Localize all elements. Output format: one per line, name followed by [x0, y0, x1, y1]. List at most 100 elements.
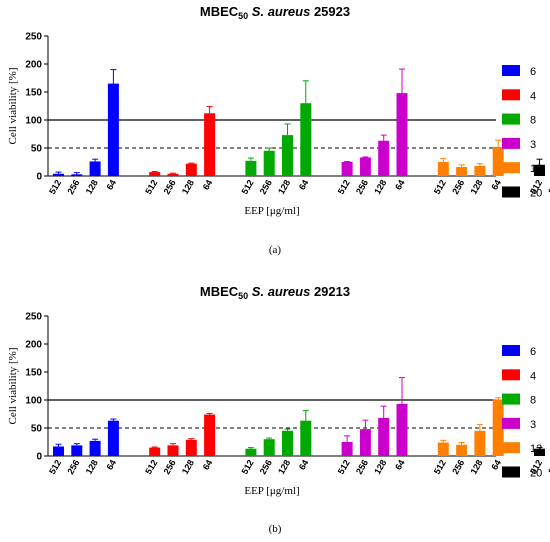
- x-tick-label: 256: [450, 458, 466, 476]
- title-species: S. aureus: [248, 284, 310, 299]
- bar-4-512: [149, 447, 161, 456]
- bar-12-256: [456, 167, 468, 176]
- chart-panel-a: MBEC50 S. aureus 25923050100150200250Cel…: [7, 4, 550, 256]
- bar-12-64: [492, 146, 504, 176]
- bar-6-64: [107, 83, 119, 176]
- title-subscript: 50: [238, 291, 248, 301]
- legend-swatch-12: [502, 442, 520, 454]
- bar-3-512: [341, 442, 353, 456]
- bar-4-256: [167, 173, 179, 176]
- x-tick-label: 128: [180, 458, 196, 476]
- legend-label-20: 20: [530, 188, 542, 200]
- y-tick-label: 200: [25, 340, 42, 351]
- bar-3-64: [396, 93, 408, 176]
- legend-swatch-4: [502, 89, 520, 101]
- x-axis-label: EEP [μg/ml]: [244, 485, 299, 497]
- x-tick-label: 64: [489, 458, 503, 472]
- legend-swatch-6: [502, 345, 520, 356]
- bar-4-512: [149, 172, 161, 176]
- x-tick-label: 512: [239, 178, 255, 196]
- x-tick-label: 512: [432, 178, 448, 196]
- x-tick-label: 64: [104, 178, 118, 192]
- bar-20-512: [534, 164, 545, 176]
- bar-4-64: [204, 113, 216, 176]
- bar-12-128: [474, 165, 486, 176]
- x-tick-label: 256: [258, 178, 274, 196]
- x-tick-label: 256: [162, 458, 178, 476]
- bar-3-256: [359, 157, 371, 176]
- x-tick-label: 128: [276, 458, 292, 476]
- legend-label-4: 4: [530, 90, 536, 102]
- y-tick-label: 50: [31, 144, 43, 155]
- x-tick-label: 64: [297, 458, 311, 472]
- legend-label-3: 3: [530, 139, 536, 151]
- legend-swatch-3: [502, 417, 520, 429]
- y-tick-label: 200: [25, 60, 42, 71]
- x-tick-label: 256: [546, 458, 550, 476]
- y-tick-label: 0: [36, 172, 42, 183]
- bar-4-128: [185, 163, 197, 176]
- y-tick-label: 0: [36, 452, 42, 463]
- bar-3-128: [378, 140, 390, 176]
- legend-label-8: 8: [530, 115, 536, 127]
- x-tick-label: 128: [468, 178, 484, 196]
- bar-8-64: [300, 103, 312, 176]
- panel-label: (b): [269, 523, 282, 535]
- title-strain: 29213: [310, 284, 350, 299]
- bar-8-256: [263, 150, 275, 176]
- bar-6-128: [89, 440, 101, 456]
- y-tick-label: 150: [25, 368, 42, 379]
- bar-3-64: [396, 403, 408, 456]
- legend-label-6: 6: [530, 346, 536, 358]
- y-axis-label: Cell viability [%]: [7, 68, 19, 145]
- x-tick-label: 256: [65, 178, 81, 196]
- x-tick-label: 64: [201, 178, 215, 192]
- x-tick-label: 256: [65, 458, 81, 476]
- x-tick-label: 128: [276, 178, 292, 196]
- bar-8-256: [263, 439, 275, 456]
- y-tick-label: 250: [25, 32, 42, 43]
- bar-12-256: [456, 444, 468, 456]
- title-species: S. aureus: [248, 4, 310, 19]
- x-tick-label: 64: [489, 178, 503, 192]
- bar-6-128: [89, 161, 101, 176]
- bar-12-128: [474, 430, 486, 456]
- legend-swatch-20: [502, 466, 520, 478]
- bar-12-512: [437, 162, 449, 176]
- bar-3-512: [341, 162, 353, 176]
- x-axis-label: EEP [μg/ml]: [244, 205, 299, 217]
- x-tick-label: 128: [84, 178, 100, 196]
- bar-8-128: [282, 135, 293, 176]
- bar-8-512: [245, 160, 257, 176]
- y-tick-label: 150: [25, 88, 42, 99]
- panel-label: (a): [269, 244, 282, 256]
- bar-6-512: [53, 173, 64, 176]
- x-tick-label: 256: [450, 178, 466, 196]
- bar-3-128: [378, 417, 390, 456]
- x-tick-label: 64: [393, 178, 407, 192]
- legend-label-3: 3: [530, 419, 536, 431]
- title-main: MBEC: [200, 284, 239, 299]
- legend-swatch-6: [502, 65, 520, 76]
- legend-label-8: 8: [530, 395, 536, 407]
- bar-4-128: [185, 439, 197, 456]
- x-tick-label: 128: [468, 458, 484, 476]
- title-main: MBEC: [200, 4, 239, 19]
- legend-label-6: 6: [530, 66, 536, 78]
- x-tick-label: 256: [546, 178, 550, 196]
- x-tick-label: 512: [47, 178, 63, 196]
- x-tick-label: 512: [336, 458, 352, 476]
- legend-swatch-3: [502, 137, 520, 149]
- x-tick-label: 64: [393, 458, 407, 472]
- y-tick-label: 100: [25, 116, 42, 127]
- bar-3-256: [359, 429, 371, 456]
- bar-4-64: [204, 414, 216, 456]
- x-tick-label: 512: [239, 458, 255, 476]
- x-tick-label: 256: [354, 178, 370, 196]
- bar-4-256: [167, 445, 179, 456]
- legend-swatch-20: [502, 186, 520, 198]
- x-tick-label: 512: [336, 178, 352, 196]
- legend-label-12: 12: [530, 163, 542, 175]
- y-axis-label: Cell viability [%]: [7, 348, 19, 425]
